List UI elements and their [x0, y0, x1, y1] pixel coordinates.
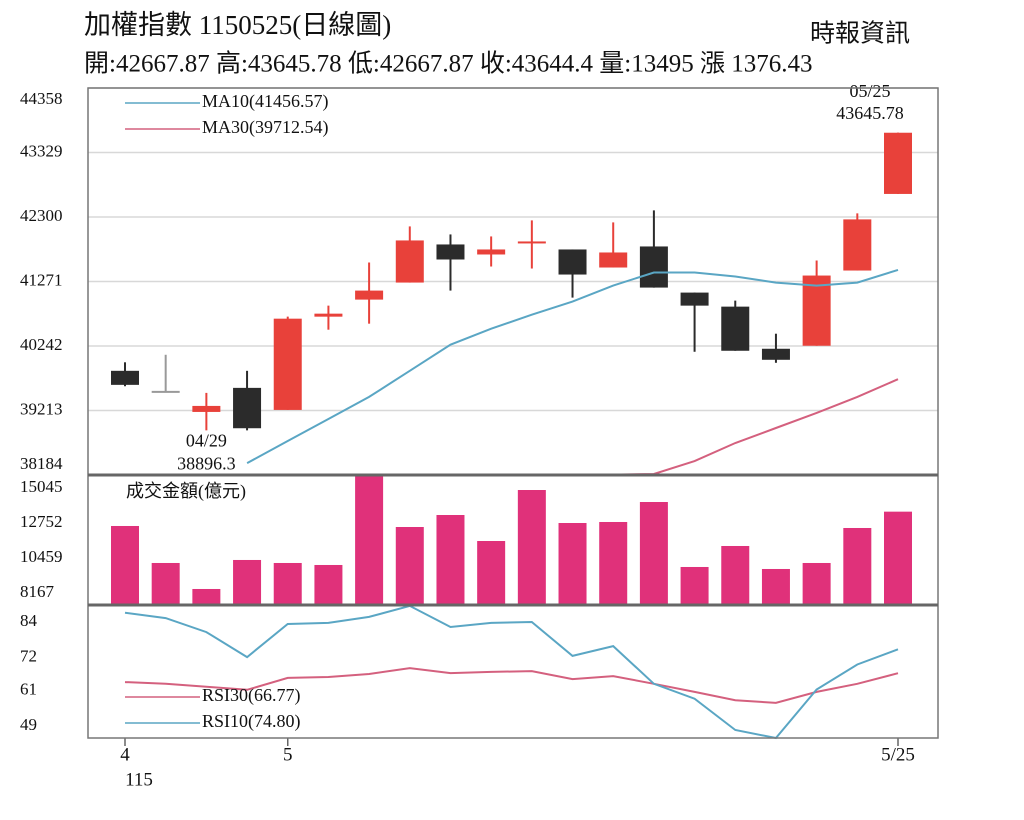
candle-body [761, 348, 790, 360]
info-line: 開:42667.87 高:43645.78 低:42667.87 收:43644… [84, 50, 812, 78]
candle-body [843, 219, 872, 271]
bar [233, 559, 262, 605]
candle-body [680, 292, 709, 306]
series-line [246, 268, 899, 464]
candle-body [355, 290, 384, 300]
bar [395, 527, 424, 605]
y-tick-label: 49 [20, 715, 37, 734]
frame [87, 87, 939, 739]
bar [721, 545, 750, 605]
candle-body [721, 306, 750, 351]
candle-body [639, 246, 668, 288]
bar [192, 588, 221, 605]
y-tick-label: 41271 [20, 270, 63, 289]
candle-body [151, 390, 180, 393]
y-tick-label: 10459 [20, 547, 63, 566]
bar [111, 525, 139, 605]
candle-body [599, 252, 628, 268]
panel-title: 成交金額(億元) [126, 481, 246, 502]
y-tick-label: 61 [20, 679, 37, 698]
candle-body [233, 387, 262, 429]
x-tick-label: 5 [283, 744, 293, 765]
y-tick-label: 44358 [20, 89, 63, 108]
legend-label: MA30(39712.54) [202, 117, 329, 138]
legend-label: RSI30(66.77) [202, 685, 301, 706]
candle-body [395, 240, 424, 283]
annotation-date: 05/25 [849, 81, 890, 101]
y-tick-label: 38184 [20, 454, 63, 473]
candle-body [273, 318, 302, 410]
candle-body [436, 244, 465, 260]
candle-body [884, 132, 912, 194]
bar [639, 502, 668, 605]
bar [355, 475, 384, 605]
x-tick-label: 4 [120, 744, 130, 765]
y-tick-label: 15045 [20, 477, 63, 496]
bar [477, 541, 506, 605]
y-tick-label: 84 [20, 611, 38, 630]
annotation-value: 38896.3 [177, 453, 236, 473]
y-tick-label: 8167 [20, 582, 55, 601]
y-tick-label: 39213 [20, 399, 63, 418]
annotation-date: 04/29 [186, 430, 227, 450]
candle-body [517, 241, 546, 244]
bar [273, 562, 302, 605]
y-tick-label: 72 [20, 647, 37, 666]
bar [436, 515, 465, 605]
y-tick-label: 40242 [20, 335, 63, 354]
series-line [613, 378, 899, 476]
candle-body [314, 313, 343, 317]
chart-title: 加權指數 1150525(日線圖) [84, 10, 391, 40]
legend-label: MA10(41456.57) [202, 91, 329, 112]
source: 時報資訊 [810, 20, 910, 48]
candle-body [477, 249, 506, 255]
candle-body [558, 249, 587, 275]
y-tick-label: 12752 [20, 512, 63, 531]
legend-label: RSI10(74.80) [202, 711, 301, 732]
bar [314, 564, 343, 605]
bar [680, 566, 709, 605]
y-tick-label: 42300 [20, 206, 63, 225]
series-line [124, 604, 899, 740]
series-line [124, 667, 899, 704]
bar [599, 521, 628, 605]
bar [517, 490, 546, 605]
bar [843, 527, 872, 605]
candle-body [802, 275, 831, 346]
bar [802, 562, 831, 605]
annotation-value: 43645.78 [836, 103, 904, 123]
candle-body [111, 370, 139, 385]
y-tick-label: 43329 [20, 141, 63, 160]
bar [884, 511, 912, 605]
x-tick-label: 5/25 [881, 744, 915, 765]
year-label: 115 [125, 769, 153, 790]
bar [151, 562, 180, 605]
candle-body [192, 405, 221, 412]
bar [558, 523, 587, 605]
bar [761, 568, 790, 605]
